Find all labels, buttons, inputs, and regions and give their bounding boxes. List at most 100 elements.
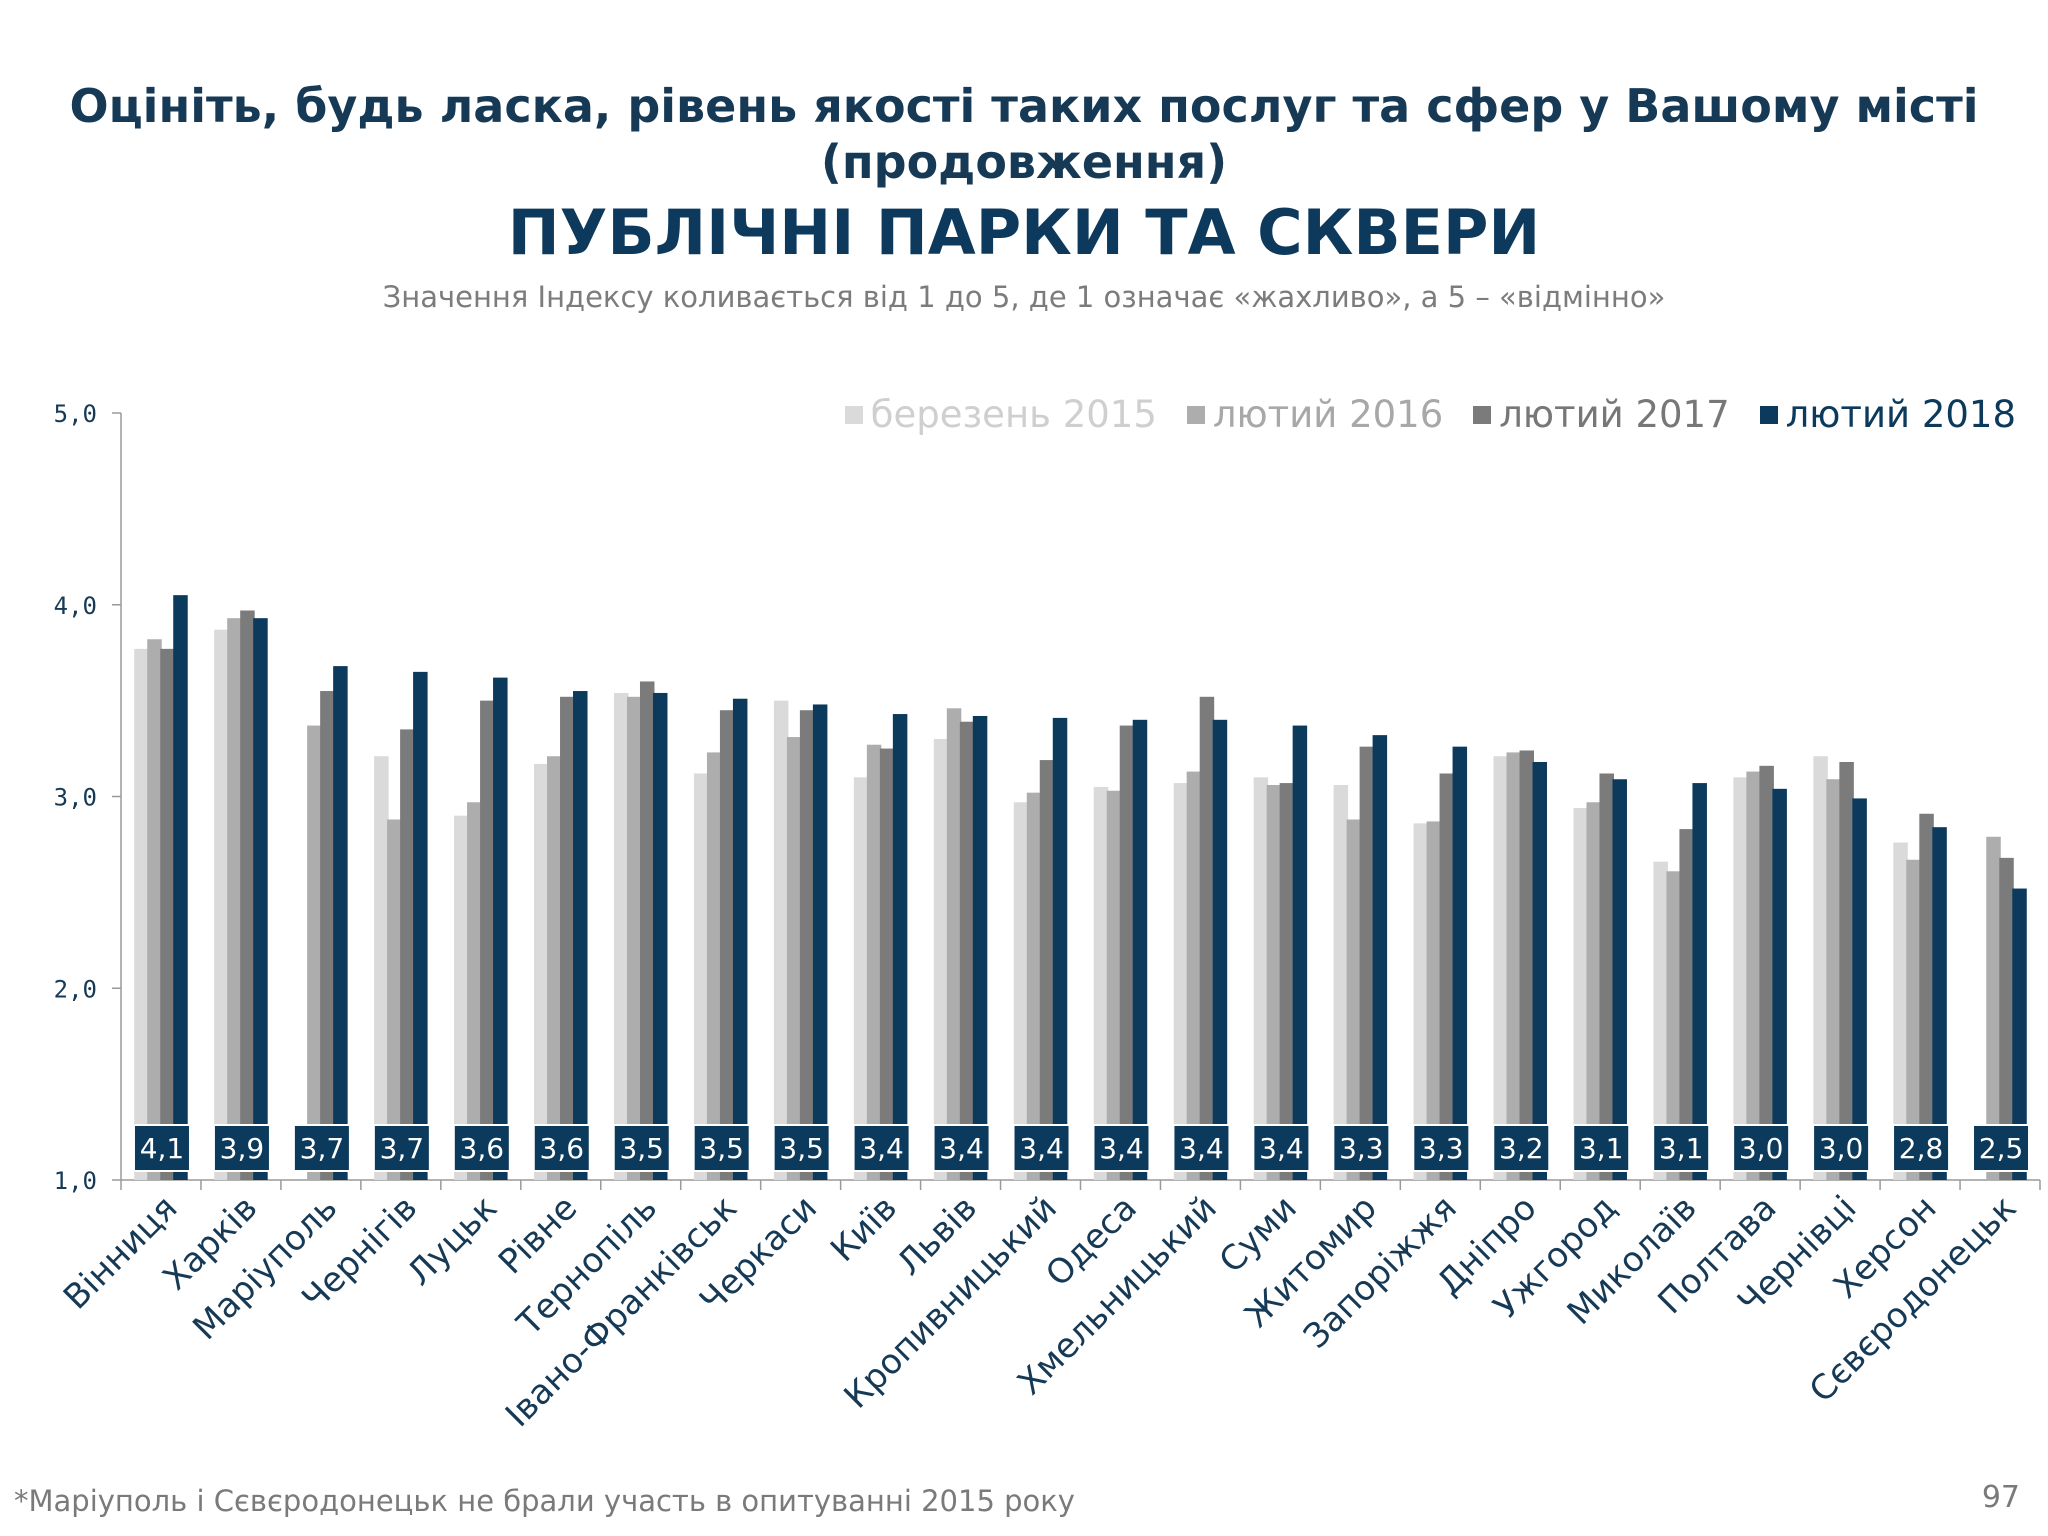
- data-label-box: [692, 1124, 751, 1172]
- bar: [773, 700, 789, 1180]
- bar: [1839, 761, 1854, 1180]
- y-tick-label: 5,0: [54, 400, 97, 428]
- chart-legend: березень 2015 лютий 2016 лютий 2017 люти…: [844, 393, 2016, 436]
- data-label: 3,4: [1099, 1132, 1144, 1165]
- bar: [1733, 777, 1748, 1180]
- bar: [1852, 798, 1867, 1180]
- bar: [1573, 808, 1588, 1180]
- bar: [573, 691, 588, 1180]
- bar: [933, 738, 949, 1180]
- bar: [240, 610, 255, 1180]
- bar: [1279, 783, 1295, 1180]
- slide-title: Оцініть, будь ласка, рівень якості таких…: [0, 78, 2048, 190]
- data-label-box: [1252, 1124, 1311, 1172]
- bar: [1692, 783, 1707, 1180]
- data-label-box: [1092, 1124, 1151, 1172]
- data-label-box: [1572, 1124, 1631, 1172]
- bar: [1932, 827, 1947, 1180]
- chart-subtitle: Значення Індексу коливається від 1 до 5,…: [382, 280, 1666, 314]
- bar: [1426, 821, 1442, 1180]
- bar: [1612, 779, 1627, 1180]
- data-label: 3,7: [380, 1132, 425, 1165]
- bar: [1093, 786, 1109, 1180]
- bar: [959, 721, 975, 1180]
- data-label: 3,5: [619, 1132, 664, 1165]
- bar: [1253, 777, 1269, 1180]
- bar: [1199, 696, 1215, 1180]
- bar: [1519, 750, 1535, 1180]
- bar: [879, 748, 895, 1180]
- bar: [1292, 725, 1308, 1180]
- bar: [786, 737, 802, 1180]
- data-label: 3,0: [1739, 1132, 1784, 1165]
- legend-label-2017: лютий 2017: [1499, 393, 1730, 436]
- data-label-box: [932, 1124, 991, 1172]
- data-label-box: [1732, 1124, 1791, 1172]
- bar: [1599, 773, 1614, 1180]
- y-tick-label: 1,0: [54, 1167, 97, 1195]
- data-label: 3,1: [1659, 1132, 1704, 1165]
- bar: [639, 681, 655, 1180]
- data-label-box: [1652, 1124, 1711, 1172]
- bar: [413, 671, 428, 1180]
- data-label: 3,4: [1019, 1132, 1064, 1165]
- legend-swatch-2015: [844, 405, 863, 424]
- bar: [1119, 725, 1135, 1180]
- bar: [1052, 717, 1068, 1180]
- data-label-box: [1412, 1124, 1471, 1172]
- category-label: Луцьк: [400, 1188, 506, 1294]
- bar: [2012, 888, 2027, 1180]
- bar: [493, 677, 508, 1180]
- legend-label-2015: березень 2015: [870, 393, 1157, 436]
- data-label-box: [772, 1124, 831, 1172]
- data-label-box: [532, 1124, 591, 1172]
- data-label: 3,7: [300, 1132, 345, 1165]
- bar: [1493, 756, 1509, 1180]
- bar: [1826, 779, 1841, 1180]
- data-label: 2,5: [1979, 1132, 2024, 1165]
- bar: [799, 710, 815, 1180]
- bar: [1186, 771, 1202, 1180]
- data-label: 3,5: [779, 1132, 824, 1165]
- data-label: 3,6: [460, 1132, 505, 1165]
- bar: [1586, 802, 1601, 1180]
- bar: [1346, 819, 1362, 1180]
- bar: [400, 729, 415, 1180]
- bar: [467, 802, 482, 1180]
- bar: [307, 725, 322, 1180]
- bar: [160, 648, 175, 1180]
- bar: [1666, 871, 1681, 1180]
- y-tick-label: 2,0: [54, 975, 97, 1003]
- y-tick-label: 3,0: [54, 784, 97, 812]
- bar: [547, 756, 562, 1180]
- bar: [866, 744, 882, 1180]
- data-label-box: [372, 1124, 431, 1172]
- y-tick-label: 4,0: [54, 592, 97, 620]
- data-label-box: [1972, 1124, 2031, 1172]
- legend-swatch-2017: [1473, 405, 1492, 424]
- data-label-box: [292, 1124, 351, 1172]
- bar: [320, 691, 335, 1180]
- bar: [1759, 765, 1774, 1180]
- title-line-1: Оцініть, будь ласка, рівень якості таких…: [69, 79, 1979, 133]
- bar: [1919, 813, 1934, 1180]
- legend-label-2016: лютий 2016: [1212, 393, 1444, 436]
- category-label: Вінниця: [56, 1188, 185, 1317]
- data-label: 4,1: [140, 1132, 185, 1165]
- bar: [253, 618, 268, 1180]
- legend-item-2015: березень 2015: [844, 393, 1157, 436]
- bar: [946, 708, 962, 1180]
- bar: [626, 696, 642, 1180]
- bar: [173, 595, 188, 1180]
- bar: [1679, 829, 1694, 1180]
- data-label-box: [852, 1124, 911, 1172]
- data-label-box: [132, 1124, 191, 1172]
- bar: [1212, 719, 1228, 1180]
- bar: [693, 773, 709, 1180]
- bar: [1653, 861, 1668, 1180]
- data-label: 3,2: [1499, 1132, 1544, 1165]
- data-label: 3,6: [540, 1132, 585, 1165]
- legend-swatch-2016: [1186, 405, 1205, 424]
- bar: [853, 777, 869, 1180]
